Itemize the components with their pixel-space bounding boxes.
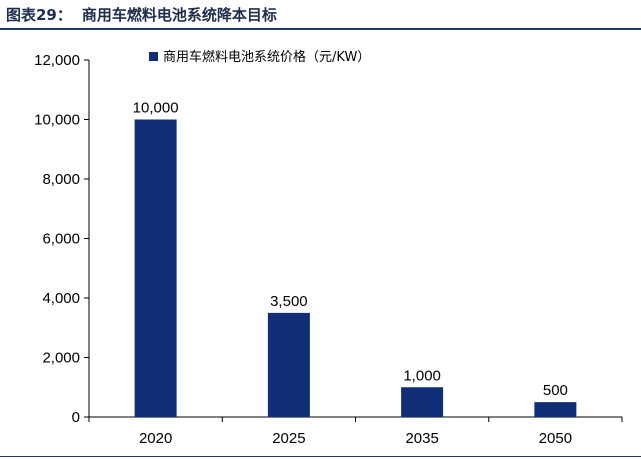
figure-caption: 商用车燃料电池系统降本目标 (81, 6, 277, 24)
y-tick-label: 12,000 (34, 52, 80, 69)
bar-2025 (267, 312, 310, 417)
y-tick-label: 6,000 (42, 231, 80, 248)
data-label: 10,000 (133, 100, 179, 117)
chart-legend: 商用车燃料电池系统价格（元/KW） (149, 49, 370, 65)
figure-title: 图表29： 商用车燃料电池系统降本目标 (6, 4, 277, 25)
data-label: 1,000 (403, 367, 441, 384)
data-label: 3,500 (270, 293, 308, 310)
bar-2035 (401, 387, 444, 417)
x-tick-label: 2025 (272, 430, 305, 447)
y-tick-label: 10,000 (34, 112, 80, 129)
y-tick-label: 4,000 (42, 290, 80, 307)
x-tick-label: 2035 (405, 430, 438, 447)
bar-2050 (534, 402, 577, 417)
title-rule (0, 28, 641, 30)
figure-label: 图表29： (6, 6, 72, 24)
y-tick-label: 2,000 (42, 350, 80, 367)
y-tick-label: 0 (72, 409, 80, 426)
bar-2020 (134, 119, 177, 417)
chart-bars (134, 119, 577, 417)
chart-axes: 0 2,000 4,000 6,000 8,000 10,000 12,000 (34, 52, 623, 426)
chart-labels: 2020 10,000 2025 3,500 2035 1,000 2050 500 (133, 100, 572, 448)
x-tick-label: 2020 (139, 430, 172, 447)
bottom-rule (0, 456, 641, 457)
y-tick-label: 8,000 (42, 171, 80, 188)
x-tick-label: 2050 (539, 430, 572, 447)
legend-swatch (149, 52, 158, 61)
legend-label: 商用车燃料电池系统价格（元/KW） (163, 49, 370, 65)
data-label: 500 (543, 382, 568, 399)
